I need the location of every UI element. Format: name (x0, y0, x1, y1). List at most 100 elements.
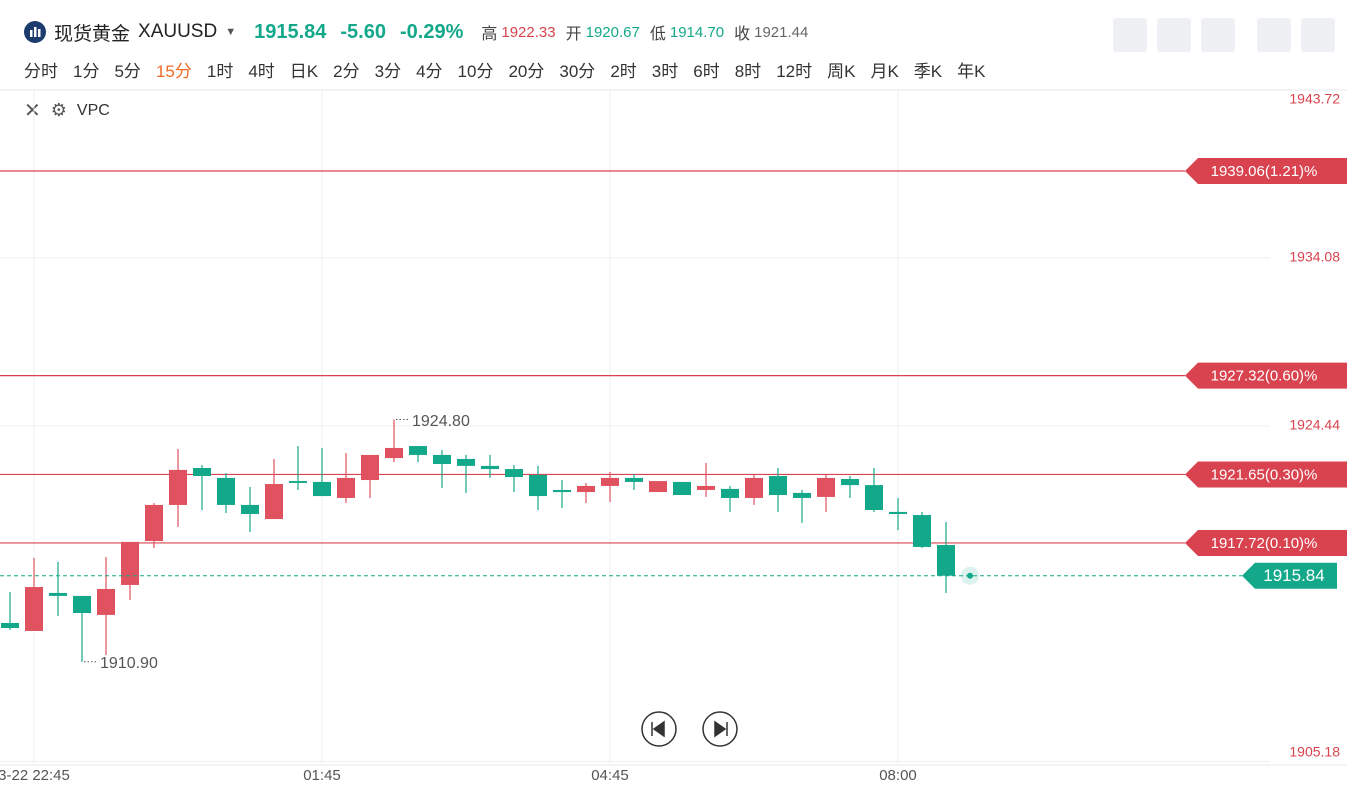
candle-body (841, 478, 859, 486)
scroll-icon (714, 720, 728, 738)
period-tab[interactable]: 年K (957, 62, 986, 81)
candle-body (793, 492, 811, 498)
period-tab[interactable]: 6时 (693, 62, 720, 81)
candle-body (121, 541, 139, 585)
close-indicator[interactable]: ✕ (24, 100, 41, 122)
candle-body (49, 592, 67, 596)
stats: 高 1922.33 开 1920.67 低 1914.70 收 1921.44 (475, 20, 808, 44)
candle-body (625, 477, 643, 482)
candle-body (913, 515, 931, 547)
period-tab[interactable]: 2分 (333, 62, 360, 81)
candle-body (433, 454, 451, 464)
stat-label: 低 (649, 26, 666, 43)
symbol-code[interactable]: XAUUSD (138, 21, 218, 42)
candle-body (145, 504, 163, 542)
candle-body (481, 465, 499, 470)
indicator-name: VPC (76, 101, 110, 119)
annotation-label: 1910.90 (100, 655, 158, 672)
period-tab[interactable]: 1时 (206, 62, 234, 81)
period-tab[interactable]: 4时 (248, 62, 275, 81)
candle-body (313, 481, 331, 497)
period-tab[interactable]: 日K (289, 62, 319, 81)
candle-body (1, 622, 19, 628)
price-change-pct: -0.29% (399, 20, 464, 43)
period-tab[interactable]: 3分 (374, 62, 402, 81)
stat-label: 开 (565, 26, 582, 43)
period-tab[interactable]: 20分 (508, 62, 545, 81)
y-tick-label: 1924.44 (1289, 417, 1340, 433)
period-tabs: 分时 1分 5分 15分 1时 4时 日K 2分 3分 4分 10分 20分 30分 2时 3时 6时 8时 12… (24, 57, 985, 82)
period-tab[interactable]: 30分 (559, 62, 596, 81)
level-label: 1921.65(0.30)% (1211, 466, 1318, 483)
symbol-name: 现货黄金 (54, 23, 131, 45)
period-tab[interactable]: 15分 (155, 62, 192, 81)
y-tick-label: 1934.08 (1289, 249, 1340, 265)
period-tab[interactable]: 4分 (416, 62, 443, 81)
x-tick-label: 01:45 (303, 767, 341, 784)
candle-body (889, 511, 907, 515)
stat-value: 1922.33 (501, 23, 556, 41)
candle-body (457, 458, 475, 466)
y-tick-label: 1905.18 (1289, 744, 1340, 760)
y-tick-label: 1943.72 (1289, 91, 1340, 107)
indicator-bar: ✕ ⚙ VPC (24, 98, 110, 123)
period-tab[interactable]: 10分 (457, 62, 494, 81)
price-change: -5.60 (340, 20, 386, 43)
candle-body (577, 485, 595, 493)
level-tag (1185, 362, 1347, 389)
candle-body (193, 468, 211, 477)
period-tab[interactable]: 月K (870, 62, 899, 81)
stat-value: 1914.70 (669, 23, 725, 41)
last-price-label: 1915.84 (1263, 566, 1324, 585)
dropdown[interactable]: ▼ (225, 26, 237, 38)
indicator-settings[interactable]: ⚙ (50, 100, 67, 120)
x-tick-label: 08:00 (879, 767, 917, 784)
candle-body (505, 469, 523, 478)
stat-label: 收 (734, 26, 751, 43)
candle-body (289, 481, 307, 483)
stat-label: 高 (481, 26, 498, 43)
candle-body (769, 476, 787, 496)
candle-body (265, 484, 283, 520)
period-tab[interactable]: 5分 (114, 62, 141, 81)
period-tab[interactable]: 12时 (776, 62, 813, 81)
candle-body (937, 545, 955, 576)
period-tab[interactable]: 2时 (610, 62, 637, 81)
level-label: 1939.06(1.21)% (1211, 163, 1318, 180)
period-tab[interactable]: 3时 (651, 62, 679, 81)
candle-body (649, 481, 667, 493)
header: 现货黄金 XAUUSD ▼ 1915.84 -5.60 -0.29% 高 1922… (24, 18, 808, 46)
candle-body (241, 504, 259, 515)
candle-body (673, 481, 691, 496)
candle-body (817, 477, 835, 497)
x-tick-label: 3-22 22:45 (0, 767, 70, 784)
scroll-icon (651, 720, 665, 738)
candle-body (25, 587, 43, 631)
tool-button[interactable] (1201, 18, 1235, 52)
candle-body (553, 489, 571, 493)
candle-body (169, 469, 187, 505)
period-tab[interactable]: 分时 (24, 62, 58, 81)
candle-body (865, 485, 883, 511)
period-tab[interactable]: 周K (827, 62, 856, 81)
candle-body (529, 474, 547, 497)
symbol-icon (24, 21, 46, 43)
candle-body (217, 477, 235, 505)
level-tag (1185, 461, 1347, 488)
period-tab[interactable]: 1分 (73, 62, 100, 81)
candle-body (361, 454, 379, 481)
period-tab[interactable]: 季K (913, 62, 943, 81)
tool-button[interactable] (1157, 18, 1191, 52)
tool-button[interactable] (1113, 18, 1147, 52)
tool-button[interactable] (1257, 18, 1291, 52)
tool-button[interactable] (1301, 18, 1335, 52)
candle-body (745, 477, 763, 498)
candle-body (721, 488, 739, 498)
candle-body (697, 485, 715, 490)
candle-body (409, 446, 427, 455)
candle-body (385, 447, 403, 459)
period-tab[interactable]: 8时 (734, 62, 762, 81)
